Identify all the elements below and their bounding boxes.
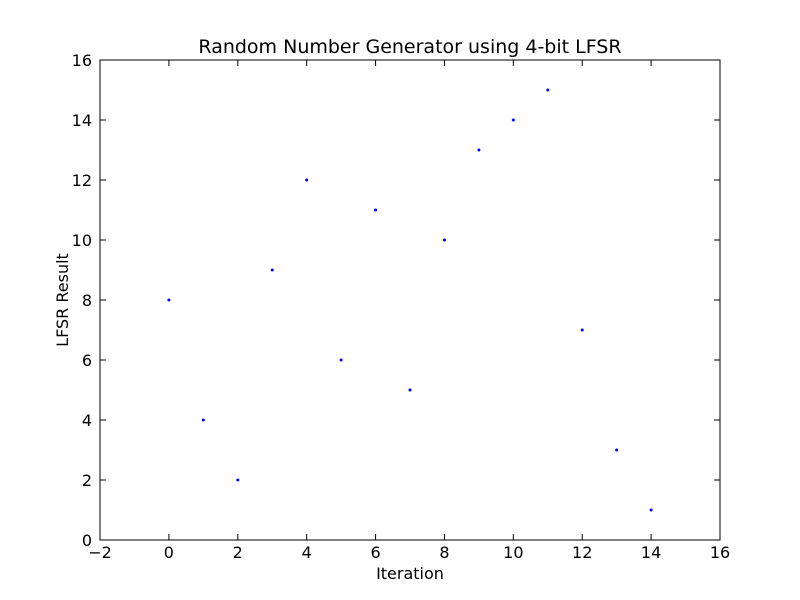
data-point (270, 268, 274, 272)
data-point (339, 358, 343, 362)
data-point (408, 388, 412, 392)
y-tick-label: 8 (82, 291, 92, 310)
x-tick-label: 8 (439, 543, 449, 562)
data-point (442, 238, 446, 242)
x-tick-label: 0 (164, 543, 174, 562)
y-axis-title: LFSR Result (53, 253, 72, 347)
data-point (477, 148, 481, 152)
x-axis-title: Iteration (376, 564, 444, 583)
y-tick-label: 4 (82, 411, 92, 430)
x-tick-label: 14 (641, 543, 661, 562)
y-tick-label: 0 (82, 531, 92, 550)
x-tick-label: 16 (710, 543, 730, 562)
data-points (167, 88, 653, 512)
y-tick-label: 16 (72, 51, 92, 70)
y-tick-label: 12 (72, 171, 92, 190)
data-point (649, 508, 653, 512)
data-point (580, 328, 584, 332)
y-tick-label: 14 (72, 111, 92, 130)
y-tick-label: 10 (72, 231, 92, 250)
data-point (201, 418, 205, 422)
data-point (374, 208, 378, 212)
data-point (511, 118, 515, 122)
data-point (167, 298, 171, 302)
y-tick-label: 2 (82, 471, 92, 490)
x-tick-label: −2 (88, 543, 112, 562)
data-point (546, 88, 550, 92)
data-point (236, 478, 240, 482)
y-tick-label: 6 (82, 351, 92, 370)
x-tick-label: 6 (370, 543, 380, 562)
x-tick-label: 10 (503, 543, 523, 562)
data-point (305, 178, 309, 182)
chart-title: Random Number Generator using 4-bit LFSR (198, 36, 621, 58)
plot-frame (99, 59, 721, 541)
x-tick-label: 4 (302, 543, 312, 562)
x-tick-label: 2 (233, 543, 243, 562)
data-point (615, 448, 619, 452)
x-tick-label: 12 (572, 543, 592, 562)
